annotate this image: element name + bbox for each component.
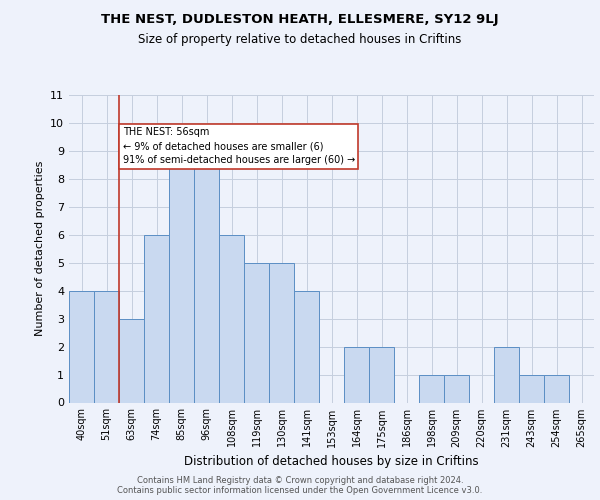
Bar	[494, 346, 519, 403]
Bar	[519, 374, 544, 402]
Bar	[69, 290, 94, 403]
Bar	[244, 262, 269, 402]
Bar	[219, 235, 244, 402]
X-axis label: Distribution of detached houses by size in Criftins: Distribution of detached houses by size …	[184, 455, 479, 468]
Bar	[444, 374, 469, 402]
Bar	[94, 290, 119, 403]
Bar	[544, 374, 569, 402]
Bar	[344, 346, 369, 403]
Bar	[169, 151, 194, 403]
Bar	[119, 318, 144, 402]
Bar	[294, 290, 319, 403]
Bar	[144, 235, 169, 402]
Text: THE NEST, DUDLESTON HEATH, ELLESMERE, SY12 9LJ: THE NEST, DUDLESTON HEATH, ELLESMERE, SY…	[101, 12, 499, 26]
Bar	[194, 151, 219, 403]
Y-axis label: Number of detached properties: Number of detached properties	[35, 161, 44, 336]
Text: Size of property relative to detached houses in Criftins: Size of property relative to detached ho…	[139, 32, 461, 46]
Bar	[419, 374, 444, 402]
Bar	[369, 346, 394, 403]
Text: Contains HM Land Registry data © Crown copyright and database right 2024.
Contai: Contains HM Land Registry data © Crown c…	[118, 476, 482, 495]
Bar	[269, 262, 294, 402]
Text: THE NEST: 56sqm
← 9% of detached houses are smaller (6)
91% of semi-detached hou: THE NEST: 56sqm ← 9% of detached houses …	[123, 127, 355, 165]
